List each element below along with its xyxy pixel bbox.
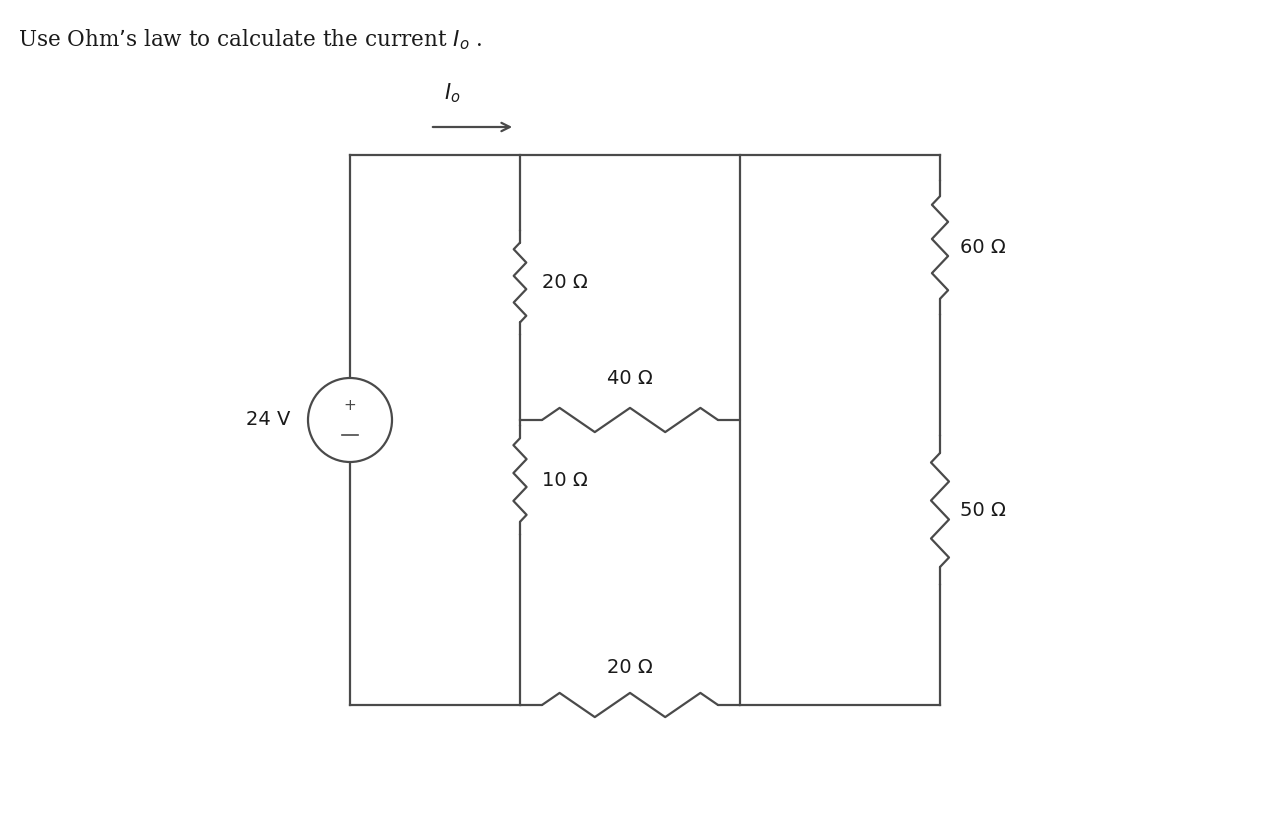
Text: 60 Ω: 60 Ω bbox=[960, 238, 1006, 257]
Text: Use Ohm’s law to calculate the current $I_o$ .: Use Ohm’s law to calculate the current $… bbox=[18, 28, 482, 53]
Text: 20 Ω: 20 Ω bbox=[541, 273, 588, 292]
Text: 40 Ω: 40 Ω bbox=[607, 369, 653, 388]
Text: $I_o$: $I_o$ bbox=[444, 81, 461, 105]
Text: 20 Ω: 20 Ω bbox=[607, 658, 653, 677]
Text: 24 V: 24 V bbox=[245, 411, 290, 429]
Text: +: + bbox=[344, 397, 357, 412]
Text: 50 Ω: 50 Ω bbox=[960, 500, 1006, 519]
Text: 10 Ω: 10 Ω bbox=[541, 470, 588, 489]
